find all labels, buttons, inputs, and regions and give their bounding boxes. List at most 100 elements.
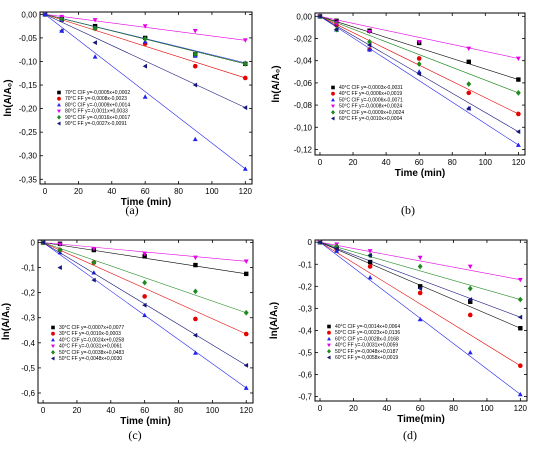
data-point xyxy=(57,247,63,253)
legend-entry: 40°C CIF y=-0,0014x+0,0064 xyxy=(335,324,400,330)
data-point xyxy=(92,25,98,32)
data-point xyxy=(417,255,423,261)
x-tick-label: 20 xyxy=(72,406,81,415)
series-6 xyxy=(40,240,249,368)
data-point xyxy=(367,249,373,254)
x-tick-label: 0 xyxy=(318,404,323,413)
legend-marker xyxy=(331,91,335,96)
data-point xyxy=(57,242,63,248)
chart-panel-2: 0 20 40 60 80 100 120 0,00 -0,02 -0,04 -0,06 -0,08 -… xyxy=(271,12,526,217)
data-point xyxy=(416,61,422,67)
data-point xyxy=(243,331,249,337)
data-point xyxy=(467,285,473,292)
x-axis-label: Time (min) xyxy=(121,197,171,208)
data-point xyxy=(516,111,521,117)
data-point xyxy=(193,255,198,261)
data-point xyxy=(517,296,523,303)
data-point xyxy=(142,302,147,308)
fit-line xyxy=(42,242,247,314)
x-tick-label: 0 xyxy=(318,158,323,167)
data-point xyxy=(243,385,249,390)
data-point xyxy=(515,56,521,62)
legend-entry: 60°C FF y=-0,0010x+0,0004 xyxy=(339,116,402,122)
data-point xyxy=(192,51,198,58)
legend-marker xyxy=(326,355,331,360)
y-tick-label: -0,2 xyxy=(21,289,35,298)
series-3 xyxy=(317,13,521,147)
series-5 xyxy=(317,13,521,96)
legend-marker xyxy=(57,114,61,120)
data-point xyxy=(59,16,65,22)
data-point xyxy=(367,29,372,35)
data-point xyxy=(142,251,148,257)
data-point xyxy=(367,264,373,269)
legend-entry: 90°C CIF y=-0,0016x+0,0017 xyxy=(65,115,130,121)
data-point xyxy=(192,136,198,142)
series-3 xyxy=(40,239,249,390)
legend-marker xyxy=(57,102,61,107)
y-tick-label: -0,10 xyxy=(19,57,38,66)
y-axis-label: ln(A/A₀) xyxy=(271,65,282,102)
data-point xyxy=(417,263,423,270)
legend-entry: 30°C CIF y=-0,0007x+0,0077 xyxy=(59,325,124,331)
x-tick-label: 0 xyxy=(43,187,48,196)
legend-entry: 60°C FF y=-0,0058x+0,0019 xyxy=(335,355,398,361)
data-point xyxy=(91,246,97,252)
x-axis-label: Time(min) xyxy=(397,414,445,425)
data-point xyxy=(416,56,422,61)
data-point xyxy=(517,277,523,283)
panel-label: (b) xyxy=(401,203,415,217)
data-point xyxy=(317,13,322,19)
y-tick-label: 0 xyxy=(308,238,313,247)
data-point xyxy=(193,288,198,295)
data-point xyxy=(417,286,423,291)
legend-marker xyxy=(330,116,335,121)
y-tick-label: 0 xyxy=(31,239,36,248)
data-point xyxy=(59,28,65,33)
x-tick-label: 100 xyxy=(206,406,220,415)
y-tick-label: -0,4 xyxy=(21,339,35,348)
y-tick-label: -0,20 xyxy=(19,105,38,114)
data-point xyxy=(40,240,45,245)
data-point xyxy=(142,294,147,299)
data-point xyxy=(467,297,473,302)
legend-marker xyxy=(51,331,55,336)
x-tick-label: 120 xyxy=(239,187,253,196)
data-point xyxy=(192,332,198,338)
legend-marker xyxy=(51,337,55,342)
fit-line xyxy=(319,16,519,146)
y-axis-label: ln(A/A₀) xyxy=(269,302,280,339)
data-point xyxy=(192,28,198,34)
data-point xyxy=(142,94,148,99)
y-tick-label: -0,05 xyxy=(19,34,38,43)
fit-line xyxy=(319,241,521,280)
legend-entry: 50°C CIF y=-0,0006x-0,0071 xyxy=(339,97,403,103)
fit-line xyxy=(44,14,246,108)
y-tick-label: -0,4 xyxy=(298,326,312,335)
legend-entry: 40°C FF y=-0,0031x+0,0061 xyxy=(59,344,122,350)
data-point xyxy=(242,60,248,67)
data-point xyxy=(243,309,249,316)
y-tick-label: 0,00 xyxy=(296,12,312,21)
chart-panel-4: 0 20 40 60 80 100 120 0 -0,1 -0,2 -0,3 -0,4 -0,5 -0,6… xyxy=(269,238,528,442)
data-point xyxy=(515,129,521,135)
series-6 xyxy=(317,239,523,320)
fit-line xyxy=(319,241,521,366)
x-tick-label: 60 xyxy=(141,187,150,196)
data-point xyxy=(242,38,248,43)
series-4 xyxy=(317,14,521,62)
x-tick-label: 60 xyxy=(416,404,425,413)
y-tick-label: -0,25 xyxy=(19,128,38,137)
x-tick-label: 20 xyxy=(74,187,83,196)
y-tick-label: -0,12 xyxy=(294,145,313,154)
x-tick-label: 100 xyxy=(205,187,219,196)
series-6 xyxy=(317,13,521,135)
y-tick-label: -0,02 xyxy=(294,35,313,44)
data-point xyxy=(466,105,471,111)
x-tick-label: 120 xyxy=(514,404,528,413)
data-point xyxy=(142,63,148,69)
legend-marker xyxy=(327,348,331,354)
y-tick-label: -0,1 xyxy=(21,264,35,273)
data-point xyxy=(367,42,372,48)
